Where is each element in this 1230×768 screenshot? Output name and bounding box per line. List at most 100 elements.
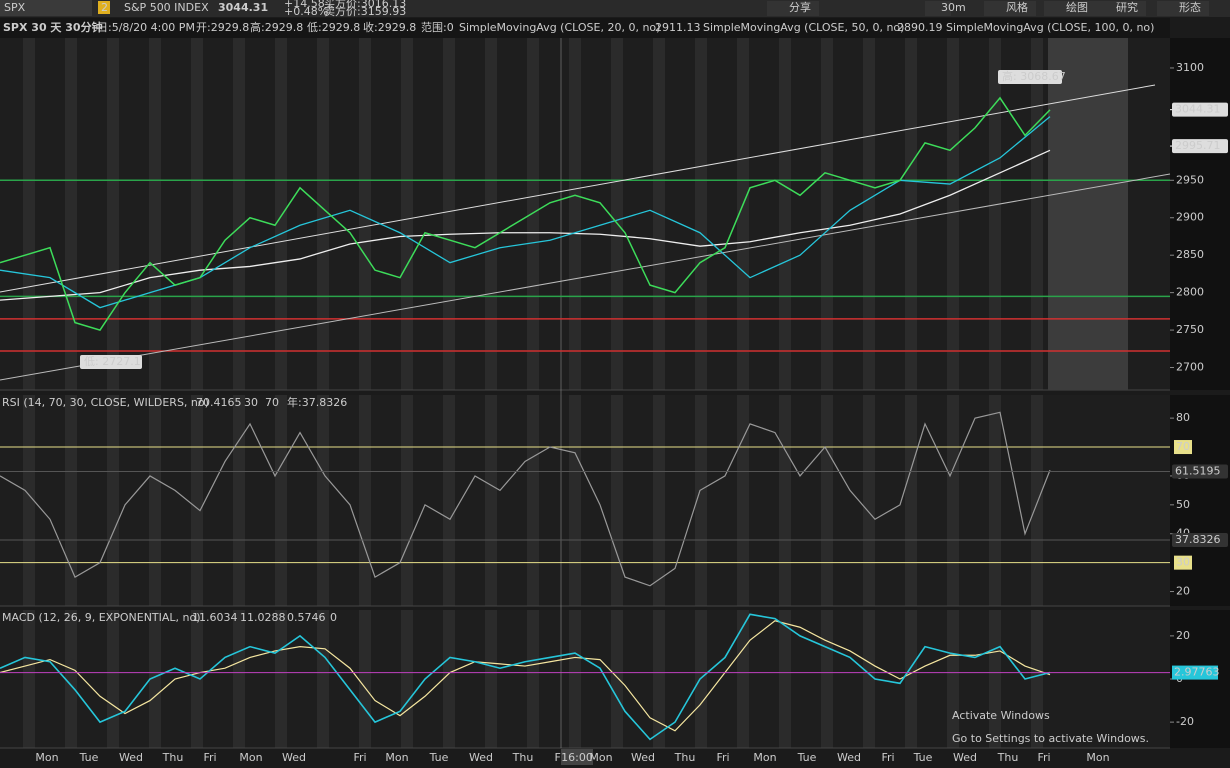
x-tick-label: Tue — [913, 751, 933, 764]
macd-value: 0.5746 — [287, 611, 326, 624]
rsi-title: RSI (14, 70, 30, CLOSE, WILDERS, no) — [2, 396, 209, 409]
y-tick-label: 20 — [1176, 585, 1190, 598]
session-shade — [905, 610, 917, 748]
session-shade — [233, 610, 245, 748]
axis-area — [1170, 395, 1230, 606]
level-callout-text: 70 — [1176, 440, 1190, 453]
x-tick-label: Fri — [881, 751, 894, 764]
rsi-extra: 年:37.8326 — [287, 395, 347, 409]
level-callout — [1174, 555, 1192, 570]
macd-value: 11.0288 — [240, 611, 286, 624]
toolbar-button[interactable] — [1044, 1, 1096, 16]
session-shade — [527, 395, 539, 606]
cursor-time-box — [561, 749, 593, 765]
session-shade — [863, 395, 875, 606]
session-shade — [191, 38, 203, 390]
session-shade — [779, 610, 791, 748]
y-tick-label: 2800 — [1176, 286, 1204, 299]
session-shade — [485, 610, 497, 748]
ohlc-item: 高:2929.8 — [250, 20, 303, 34]
rsi-level: 70 — [265, 396, 279, 409]
toolbar-button-label: 形态 — [1179, 1, 1201, 14]
session-shade — [527, 610, 539, 748]
session-shade — [1031, 610, 1043, 748]
future-area — [1048, 38, 1128, 390]
y-tick-label: 50 — [1176, 498, 1190, 511]
x-tick-label: Wed — [469, 751, 493, 764]
toolbar-button[interactable] — [984, 1, 1036, 16]
study-name: SimpleMovingAvg (CLOSE, 100, 0, no) — [946, 21, 1154, 34]
session-shade — [275, 38, 287, 390]
trend-line — [0, 84, 1156, 293]
session-shade — [23, 610, 35, 748]
trend-line — [0, 173, 1171, 381]
session-shade — [821, 610, 833, 748]
x-tick-label: Mon — [753, 751, 776, 764]
low-label: 低: 2727.1 — [84, 355, 141, 368]
session-shade — [611, 610, 623, 748]
macd-value: 0 — [330, 611, 337, 624]
chart-name: SPX 30 天 30分钟 — [3, 20, 103, 34]
session-shade — [611, 38, 623, 390]
close-line — [0, 96, 1051, 331]
session-shade — [233, 395, 245, 606]
session-shade — [653, 395, 665, 606]
y-tick-label: 2900 — [1176, 211, 1204, 224]
toolbar-button-label: 30m — [941, 1, 966, 14]
session-shade — [65, 610, 77, 748]
info-bar — [0, 18, 1170, 38]
session-shade — [485, 38, 497, 390]
price-callout — [1172, 139, 1228, 154]
x-tick-label: 16:00 — [561, 751, 593, 764]
session-shade — [695, 395, 707, 606]
session-shade — [107, 395, 119, 606]
session-shade — [821, 395, 833, 606]
x-tick-label: Wed — [282, 751, 306, 764]
high-label: 高: 3068.67 — [1002, 69, 1066, 83]
ask: 卖方价:3159.93 — [324, 4, 406, 18]
toolbar-button[interactable] — [1094, 1, 1146, 16]
session-shade — [989, 395, 1001, 606]
ohlc-item: 收:2929.8 — [363, 20, 416, 34]
x-tick-label: Thu — [997, 751, 1019, 764]
price-callout-text: 2995.71 — [1175, 139, 1221, 152]
session-shade — [149, 38, 161, 390]
session-shade — [989, 610, 1001, 748]
ohlc-item: 范围:0 — [421, 20, 454, 34]
toolbar-button[interactable] — [925, 1, 951, 16]
toolbar-button[interactable] — [767, 1, 819, 16]
x-tick-label: Wed — [631, 751, 655, 764]
x-tick-label: Mon — [385, 751, 408, 764]
high-box — [998, 70, 1062, 84]
session-shade — [821, 38, 833, 390]
study-value: 2911.13 — [655, 21, 701, 34]
session-shade — [1031, 38, 1043, 390]
low-box — [80, 355, 142, 369]
session-shade — [317, 610, 329, 748]
session-shade — [947, 395, 959, 606]
study-value: 2890.19 — [897, 21, 943, 34]
session-shade — [569, 38, 581, 390]
y-tick-label: 3100 — [1176, 61, 1204, 74]
session-shade — [569, 395, 581, 606]
session-shade — [149, 610, 161, 748]
symbol-input: SPX — [4, 1, 26, 14]
session-shade — [611, 395, 623, 606]
y-tick-label: -20 — [1176, 715, 1194, 728]
toolbar-button-label: 分享 — [789, 0, 811, 14]
macd-title: MACD (12, 26, 9, EXPONENTIAL, no) — [2, 611, 201, 624]
price-callout-text: 3044.31 — [1175, 103, 1221, 116]
session-shade — [275, 395, 287, 606]
x-tick-label: Fri — [716, 751, 729, 764]
session-shade — [401, 395, 413, 606]
session-shade — [443, 395, 455, 606]
x-tick-label: Thu — [674, 751, 696, 764]
session-shade — [191, 610, 203, 748]
toolbar-button[interactable] — [1157, 1, 1209, 16]
link-badge-text: 2 — [101, 1, 108, 14]
session-shade — [485, 395, 497, 606]
level-callout-text: 30 — [1176, 556, 1190, 569]
session-shade — [863, 610, 875, 748]
study-name: SimpleMovingAvg (CLOSE, 20, 0, no) — [459, 21, 660, 34]
session-shade — [317, 38, 329, 390]
